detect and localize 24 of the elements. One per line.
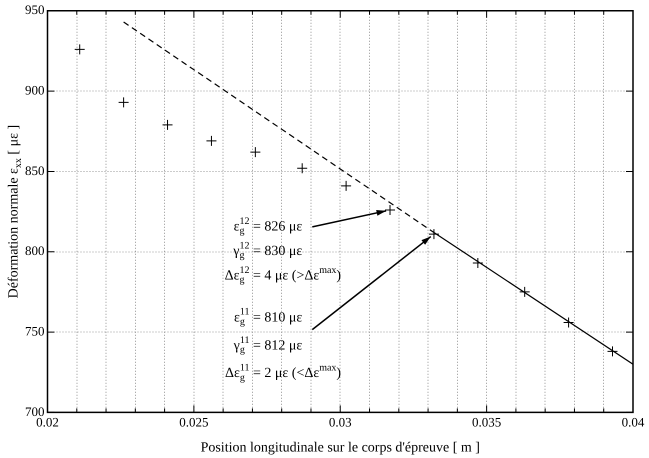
- y-tick-label: 750: [25, 324, 44, 338]
- x-axis-title: Position longitudinale sur le corps d'épreuve [ m ]: [200, 440, 480, 456]
- point: [340, 180, 352, 192]
- point: [74, 44, 86, 55]
- point: [162, 119, 174, 130]
- y-tick-label: 800: [25, 243, 44, 258]
- x-tick-label: 0.025: [179, 414, 208, 430]
- x-tick-label: 0.04: [622, 414, 645, 430]
- point: [563, 316, 574, 328]
- point: [428, 228, 440, 240]
- y-tick-label: 900: [25, 82, 44, 98]
- y-tick-label: 950: [25, 2, 44, 18]
- point: [472, 258, 484, 269]
- point: [250, 146, 261, 158]
- y-axis-title: Déformation normale εxx [ με ]: [6, 124, 24, 298]
- point: [519, 286, 530, 298]
- point: [206, 135, 217, 146]
- point: [296, 162, 308, 174]
- x-tick-label: 0.035: [472, 414, 502, 430]
- x-tick-label: 0.03: [328, 414, 352, 430]
- y-tick-label: 700: [25, 404, 44, 419]
- point: [118, 96, 130, 108]
- point: [607, 346, 618, 357]
- y-tick-label: 850: [25, 162, 44, 178]
